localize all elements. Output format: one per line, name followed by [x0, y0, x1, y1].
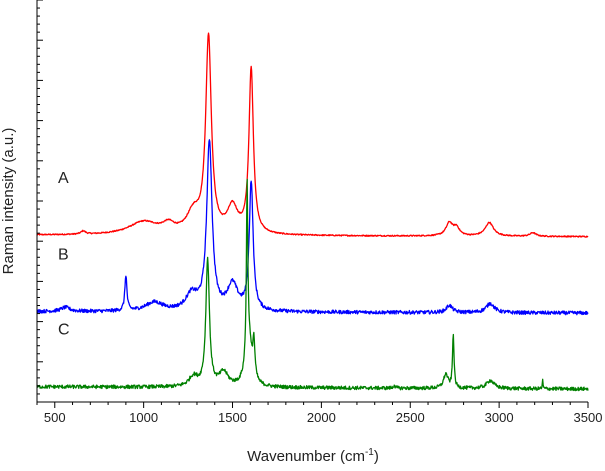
y-axis-title: Raman intensity (a.u.) [0, 128, 17, 275]
x-tick-label: 2000 [307, 410, 336, 425]
x-tick-label: 1000 [129, 410, 158, 425]
plot-area: 500 1000 1500 2000 2500 3000 3500 A B C [36, 0, 603, 425]
x-tick-label: 1500 [218, 410, 247, 425]
plot-frame [37, 0, 588, 402]
x-axis-title-superscript: -1 [365, 447, 374, 458]
series-c-line [36, 178, 589, 392]
series-a-line [36, 32, 589, 238]
x-axis-title-suffix: ) [374, 448, 379, 465]
series-label-c: C [58, 321, 70, 338]
series-label-b: B [58, 246, 69, 263]
x-axis-title: Wavenumber (cm-1) [247, 447, 379, 465]
series-labels: A B C [58, 170, 70, 339]
y-axis [36, 0, 43, 403]
x-tick-label: 2500 [396, 410, 425, 425]
curves [36, 32, 589, 392]
x-tick-label: 3500 [574, 410, 603, 425]
x-axis: 500 1000 1500 2000 2500 3000 3500 [36, 401, 603, 425]
x-tick-label: 3000 [485, 410, 514, 425]
x-tick-label: 500 [44, 410, 66, 425]
series-label-a: A [58, 170, 69, 187]
x-axis-title-main: Wavenumber (cm [247, 448, 365, 465]
series-b-line [36, 139, 589, 316]
